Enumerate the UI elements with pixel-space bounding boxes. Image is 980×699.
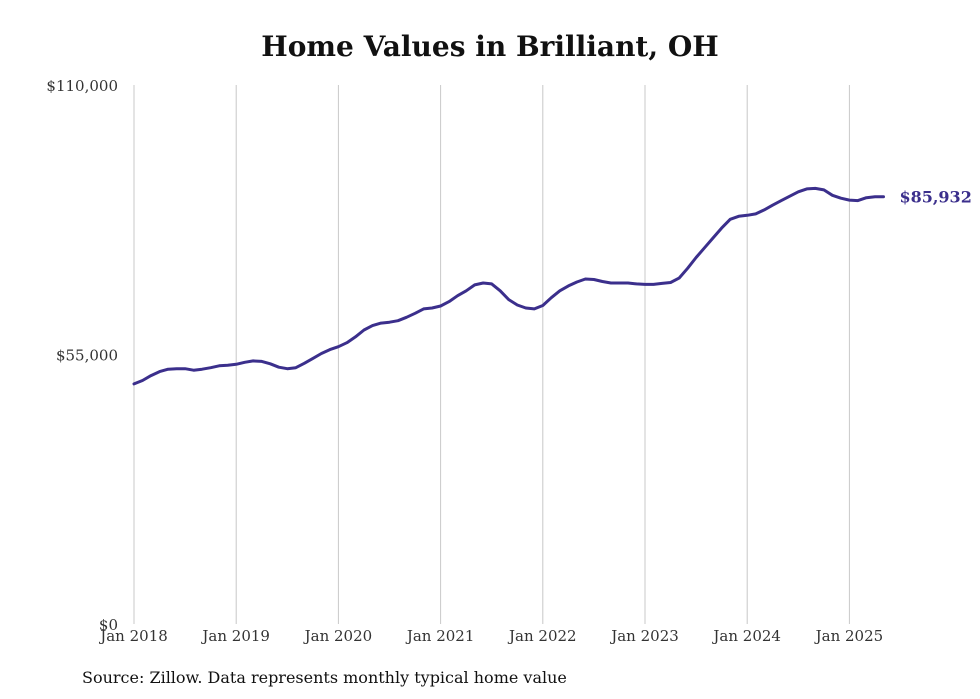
end-value-label: $85,932: [899, 188, 971, 207]
annotations: $85,932: [899, 188, 971, 207]
y-tick-label: $0: [99, 616, 118, 634]
y-tick-label: $110,000: [46, 77, 118, 95]
series-line: [132, 186, 885, 386]
source-note: Source: Zillow. Data represents monthly …: [82, 668, 567, 687]
x-tick-label: Jan 2024: [711, 627, 781, 645]
y-tick-label: $55,000: [56, 347, 118, 365]
x-tick-label: Jan 2018: [98, 627, 168, 645]
y-axis: $0 $55,000 $110,000: [46, 77, 118, 634]
gridlines: [133, 85, 850, 624]
x-tick-label: Jan 2019: [200, 627, 270, 645]
series-layer: [132, 186, 885, 386]
x-tick-label: Jan 2025: [814, 627, 884, 645]
x-tick-label: Jan 2022: [507, 627, 577, 645]
x-tick-label: Jan 2023: [609, 627, 679, 645]
x-tick-label: Jan 2021: [405, 627, 475, 645]
chart-title: Home Values in Brilliant, OH: [261, 30, 719, 63]
x-tick-label: Jan 2020: [303, 627, 373, 645]
x-axis: Jan 2018 Jan 2019 Jan 2020 Jan 2021 Jan 2022…: [98, 627, 883, 645]
